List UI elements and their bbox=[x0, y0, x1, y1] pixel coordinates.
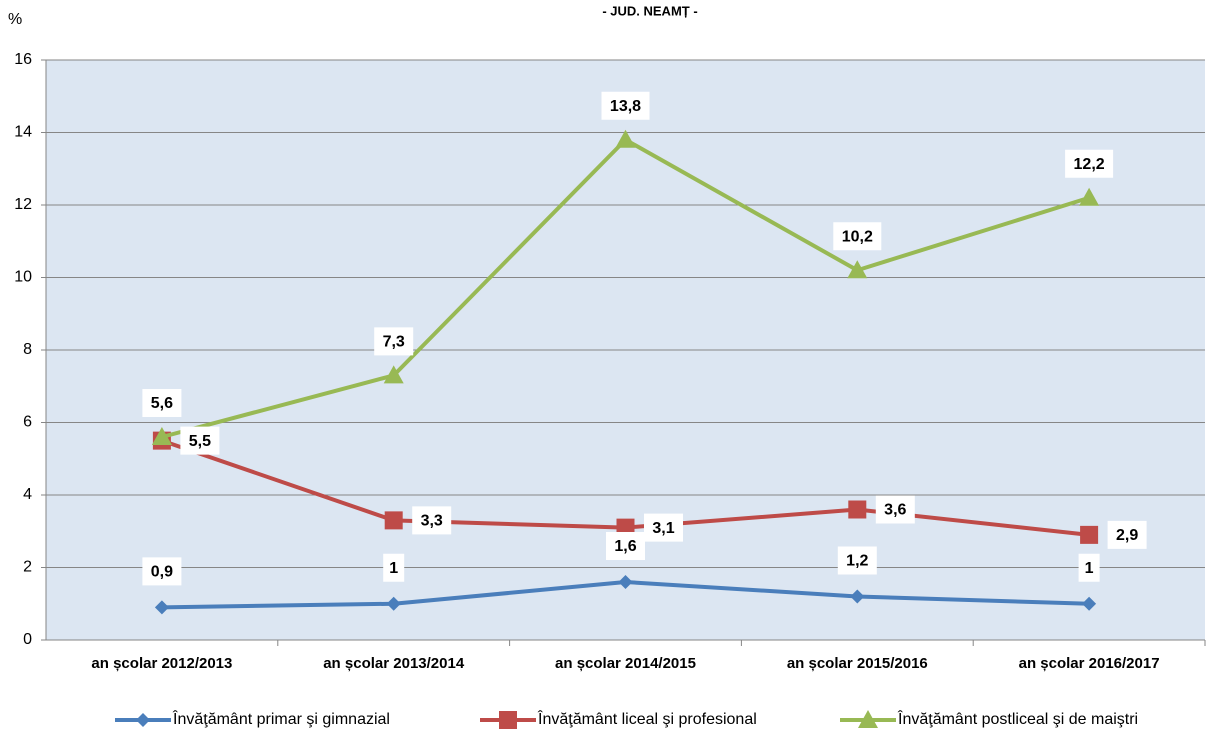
y-tick-label: 12 bbox=[14, 196, 32, 213]
data-label: 12,2 bbox=[1074, 156, 1105, 173]
legend-item: Învăţământ liceal şi profesional bbox=[480, 709, 757, 729]
label-box bbox=[837, 546, 877, 575]
x-tick-label: an școlar 2016/2017 bbox=[1019, 655, 1160, 672]
label-box bbox=[1065, 149, 1114, 178]
marker bbox=[136, 713, 150, 727]
label-box bbox=[374, 327, 414, 356]
data-label: 10,2 bbox=[842, 228, 873, 245]
legend-label: Învăţământ primar şi gimnazial bbox=[172, 709, 390, 728]
x-tick-label: an școlar 2013/2014 bbox=[323, 655, 465, 672]
marker bbox=[1080, 525, 1099, 544]
y-tick-label: 6 bbox=[23, 414, 32, 431]
y-tick-label: 10 bbox=[14, 269, 32, 286]
y-tick-label: 2 bbox=[23, 559, 32, 576]
y-axis-label: % bbox=[8, 11, 22, 28]
data-label: 0,9 bbox=[151, 564, 173, 581]
marker bbox=[615, 129, 636, 148]
label-box bbox=[875, 495, 915, 524]
marker bbox=[154, 600, 169, 615]
x-tick-label: an școlar 2014/2015 bbox=[555, 655, 696, 672]
label-box bbox=[412, 506, 452, 535]
marker bbox=[1082, 596, 1097, 611]
label-box bbox=[383, 553, 405, 582]
marker bbox=[858, 710, 878, 728]
x-tick-label: an școlar 2012/2013 bbox=[91, 655, 232, 672]
legend-item: Învăţământ primar şi gimnazial bbox=[115, 709, 390, 728]
marker bbox=[499, 711, 517, 729]
marker bbox=[618, 575, 633, 589]
label-box bbox=[1078, 553, 1100, 582]
marker bbox=[384, 511, 403, 530]
label-box bbox=[606, 532, 645, 560]
marker bbox=[151, 427, 172, 445]
data-label: 1,2 bbox=[846, 553, 868, 570]
data-label: 1 bbox=[1085, 560, 1094, 577]
x-tick-label: an școlar 2015/2016 bbox=[787, 655, 928, 672]
y-tick-label: 0 bbox=[23, 631, 32, 648]
label-box bbox=[833, 222, 882, 251]
marker bbox=[1079, 187, 1100, 206]
data-label: 3,3 bbox=[421, 513, 443, 530]
data-label: 3,6 bbox=[884, 502, 906, 519]
data-label: 5,6 bbox=[151, 395, 173, 412]
y-tick-label: 14 bbox=[14, 124, 32, 141]
data-label: 7,3 bbox=[383, 334, 405, 351]
marker bbox=[386, 596, 401, 611]
data-label: 13,8 bbox=[610, 98, 641, 115]
chart-title: - JUD. NEAMȚ - bbox=[602, 3, 697, 18]
y-tick-label: 16 bbox=[14, 51, 32, 68]
data-label: 3,1 bbox=[652, 520, 674, 537]
label-box bbox=[180, 426, 220, 455]
data-label: 2,9 bbox=[1116, 527, 1138, 544]
legend-label: Învăţământ postliceal şi de maiştri bbox=[897, 709, 1138, 728]
data-label: 1,6 bbox=[614, 538, 636, 555]
label-box bbox=[142, 557, 182, 586]
marker bbox=[848, 500, 867, 519]
legend-item: Învăţământ postliceal şi de maiştri bbox=[840, 709, 1138, 728]
marker bbox=[383, 365, 404, 384]
marker bbox=[850, 589, 865, 604]
label-box bbox=[142, 389, 182, 417]
data-label: 1 bbox=[389, 560, 398, 577]
data-label: 5,5 bbox=[189, 433, 211, 450]
label-box bbox=[601, 91, 650, 120]
marker bbox=[847, 260, 868, 279]
label-box bbox=[1107, 520, 1147, 549]
label-box bbox=[644, 513, 683, 542]
y-tick-label: 8 bbox=[23, 341, 32, 358]
legend-label: Învăţământ liceal şi profesional bbox=[537, 709, 757, 728]
y-tick-label: 4 bbox=[23, 486, 32, 503]
